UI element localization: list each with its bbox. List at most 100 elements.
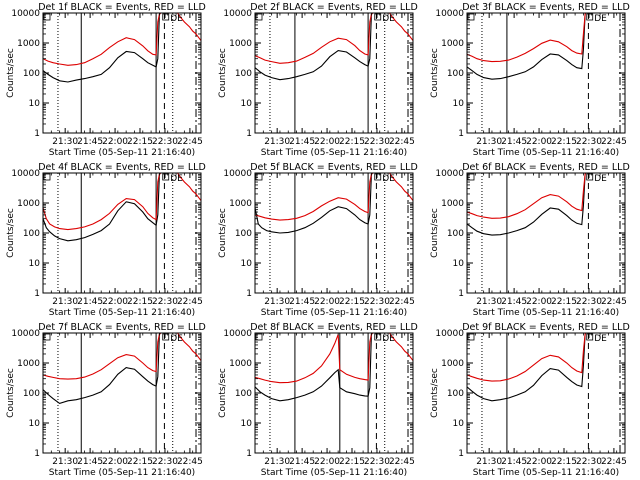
panel-title: Det 3f BLACK = Events, RED = LLD bbox=[462, 2, 630, 13]
x-tick-label: 21:45 bbox=[289, 457, 315, 467]
legend-mark: DE bbox=[594, 174, 607, 184]
x-tick-label: 21:45 bbox=[501, 297, 527, 307]
y-tick-label: 10000 bbox=[11, 329, 40, 339]
x-tick-label: 21:45 bbox=[501, 137, 527, 147]
x-tick-label: 22:30 bbox=[576, 457, 602, 467]
series-group bbox=[255, 13, 413, 81]
y-tick-label: 10 bbox=[241, 419, 253, 429]
corner-box-left bbox=[467, 333, 475, 341]
legend-mark: DE bbox=[382, 14, 395, 24]
x-tick-label: 22:30 bbox=[152, 137, 178, 147]
y-tick-label: 1 bbox=[246, 129, 252, 139]
series-group bbox=[43, 333, 201, 405]
x-tick-label: 22:45 bbox=[389, 457, 415, 467]
panel-title: Det 4f BLACK = Events, RED = LLD bbox=[38, 162, 206, 173]
series-events-line bbox=[467, 173, 587, 236]
x-tick-label: 22:30 bbox=[152, 457, 178, 467]
x-tick-label: 22:15 bbox=[127, 457, 153, 467]
series-group bbox=[43, 13, 201, 83]
x-tick-label: 21:30 bbox=[476, 457, 502, 467]
series-events-line bbox=[43, 333, 162, 405]
y-tick-label: 10 bbox=[29, 419, 41, 429]
y-tick-label: 1 bbox=[458, 449, 464, 459]
y-axis-label: Counts/sec bbox=[6, 208, 16, 258]
panel-6: Det 6f BLACK = Events, RED = LLD 1 10 100 10… bbox=[430, 162, 630, 318]
x-tick-label: 21:45 bbox=[501, 457, 527, 467]
x-axis-label: Start Time (05-Sep-11 21:16:40) bbox=[49, 468, 195, 478]
corner-box-left bbox=[255, 13, 263, 21]
x-tick-label: 21:45 bbox=[77, 137, 103, 147]
x-tick-label: 22:30 bbox=[152, 297, 178, 307]
x-tick-label: 22:30 bbox=[364, 297, 390, 307]
y-tick-label: 1 bbox=[34, 289, 40, 299]
y-tick-label: 10000 bbox=[435, 329, 464, 339]
y-tick-label: 10 bbox=[241, 259, 253, 269]
y-tick-label: 100 bbox=[23, 229, 40, 239]
y-tick-label: 1 bbox=[34, 449, 40, 459]
legend-mark: DE bbox=[382, 334, 395, 344]
series-events-line bbox=[467, 333, 587, 402]
y-tick-label: 1000 bbox=[441, 199, 464, 209]
panel-4: Det 4f BLACK = Events, RED = LLD 1 10 100 10… bbox=[6, 162, 206, 318]
x-tick-label: 22:30 bbox=[576, 297, 602, 307]
y-tick-label: 100 bbox=[447, 389, 464, 399]
panel-7: Det 7f BLACK = Events, RED = LLD 1 10 100 10… bbox=[6, 322, 206, 478]
x-axis-label: Start Time (05-Sep-11 21:16:40) bbox=[261, 468, 407, 478]
y-tick-label: 10 bbox=[29, 99, 41, 109]
panel-3: Det 3f BLACK = Events, RED = LLD 1 10 100 10… bbox=[430, 2, 630, 158]
x-tick-label: 21:30 bbox=[264, 297, 290, 307]
y-tick-label: 1000 bbox=[17, 359, 40, 369]
x-tick-label: 22:45 bbox=[389, 137, 415, 147]
x-tick-label: 21:45 bbox=[289, 137, 315, 147]
x-tick-label: 22:15 bbox=[339, 137, 365, 147]
y-axis-label: Counts/sec bbox=[430, 208, 440, 258]
series-events-line bbox=[43, 13, 162, 83]
x-tick-label: 21:30 bbox=[476, 137, 502, 147]
series-lld-line bbox=[255, 333, 413, 384]
plot-frame bbox=[466, 172, 626, 294]
corner-box-right bbox=[374, 333, 382, 341]
corner-box-right bbox=[162, 173, 170, 181]
x-tick-label: 21:30 bbox=[52, 137, 78, 147]
x-axis-label: Start Time (05-Sep-11 21:16:40) bbox=[261, 308, 407, 318]
x-tick-label: 21:45 bbox=[77, 457, 103, 467]
y-tick-label: 10 bbox=[453, 99, 465, 109]
series-lld-line bbox=[255, 173, 413, 221]
corner-box-right bbox=[374, 173, 382, 181]
x-tick-label: 22:15 bbox=[127, 137, 153, 147]
x-axis-label: Start Time (05-Sep-11 21:16:40) bbox=[49, 308, 195, 318]
y-tick-label: 10000 bbox=[223, 329, 252, 339]
y-axis-label: Counts/sec bbox=[218, 208, 228, 258]
x-tick-label: 21:30 bbox=[264, 137, 290, 147]
x-tick-label: 22:00 bbox=[314, 137, 340, 147]
y-axis-label: Counts/sec bbox=[218, 368, 228, 418]
series-lld-line bbox=[43, 173, 201, 231]
x-tick-label: 22:15 bbox=[127, 297, 153, 307]
corner-box-left bbox=[467, 13, 475, 21]
series-lld-line bbox=[467, 13, 587, 63]
legend-mark: DE bbox=[594, 334, 607, 344]
x-tick-label: 22:00 bbox=[314, 297, 340, 307]
x-tick-label: 22:00 bbox=[314, 457, 340, 467]
corner-box-right bbox=[162, 13, 170, 21]
panel-9: Det 9f BLACK = Events, RED = LLD 1 10 100 10… bbox=[430, 322, 630, 478]
panel-title: Det 5f BLACK = Events, RED = LLD bbox=[250, 162, 418, 173]
plot-frame bbox=[42, 172, 202, 294]
panel-title: Det 9f BLACK = Events, RED = LLD bbox=[462, 322, 630, 333]
corner-box-right bbox=[586, 333, 594, 341]
series-lld-line bbox=[43, 333, 201, 380]
x-tick-label: 21:30 bbox=[476, 297, 502, 307]
panel-title: Det 8f BLACK = Events, RED = LLD bbox=[250, 322, 418, 333]
x-tick-label: 22:45 bbox=[601, 297, 627, 307]
series-events-line bbox=[43, 173, 162, 242]
y-tick-label: 100 bbox=[235, 229, 252, 239]
x-tick-label: 22:15 bbox=[551, 137, 577, 147]
y-tick-label: 100 bbox=[235, 69, 252, 79]
corner-box-left bbox=[43, 13, 51, 21]
y-tick-label: 10 bbox=[453, 419, 465, 429]
legend-mark: DE bbox=[170, 174, 183, 184]
x-tick-label: 22:45 bbox=[177, 457, 203, 467]
series-lld-line bbox=[255, 13, 413, 64]
series-group bbox=[467, 333, 587, 402]
series-group bbox=[467, 13, 587, 80]
